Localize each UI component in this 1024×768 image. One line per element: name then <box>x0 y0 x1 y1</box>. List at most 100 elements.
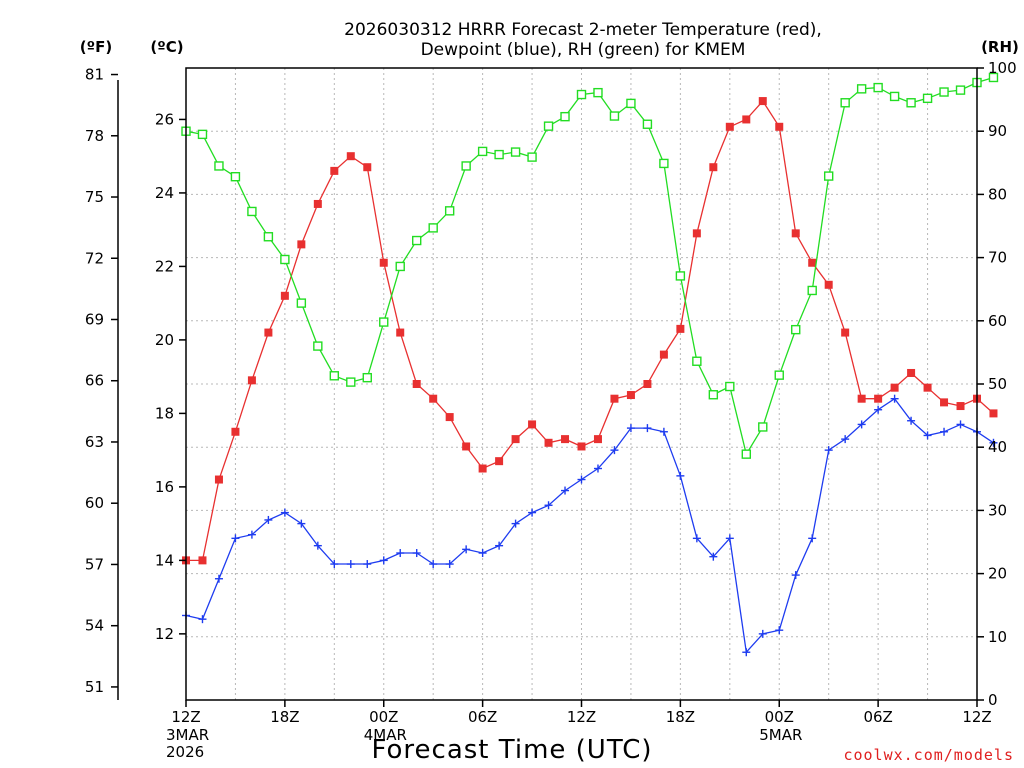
x-tick-label: 06Z <box>863 708 892 726</box>
dewpoint-point <box>907 416 916 425</box>
rh-point <box>197 129 208 140</box>
axes <box>111 67 984 707</box>
temperature-point <box>775 122 784 131</box>
temperature-point <box>676 324 685 333</box>
rh-line <box>185 76 994 456</box>
temperature-point <box>956 402 965 411</box>
dewpoint-point <box>791 571 800 580</box>
fahrenheit-tick-label: 51 <box>85 678 104 696</box>
rh-point <box>510 147 521 157</box>
rh-point <box>296 298 307 308</box>
temperature-line <box>186 100 994 562</box>
rh-point <box>395 261 405 272</box>
temperature-point <box>989 409 998 418</box>
dewpoint-point <box>956 420 965 429</box>
rh-point <box>906 98 916 108</box>
celsius-tick-label: 16 <box>155 478 174 496</box>
temperature-point <box>791 229 800 238</box>
rh-point <box>543 121 554 131</box>
temperature-point <box>412 380 421 388</box>
dewpoint-point <box>198 615 207 624</box>
fahrenheit-tick-label: 54 <box>85 617 104 635</box>
rh-tick-label: 20 <box>988 565 1007 583</box>
data-series <box>181 72 999 657</box>
rh-point <box>346 377 356 387</box>
temperature-point <box>330 166 339 175</box>
rh-tick-label: 80 <box>988 185 1007 203</box>
dewpoint-point <box>775 626 784 635</box>
rh-point <box>280 254 290 265</box>
rh-tick-label: 50 <box>988 375 1007 393</box>
rh-point <box>230 172 241 182</box>
dewpoint-point <box>940 427 949 436</box>
temperature-point <box>198 556 207 565</box>
dewpoint-point <box>445 560 454 569</box>
rh-tick-label: 70 <box>988 249 1007 267</box>
dewpoint-point <box>231 534 240 543</box>
rh-point <box>560 111 570 122</box>
tick-labels: 5154576063666972757881121416182022242601… <box>85 59 1017 761</box>
temperature-point <box>742 115 751 124</box>
rh-tick-label: 30 <box>988 501 1007 519</box>
temperature-point <box>890 383 899 392</box>
temperature-point <box>297 240 306 249</box>
temperature-point <box>445 413 454 422</box>
temperature-point <box>363 163 372 172</box>
dewpoint-point <box>626 424 635 433</box>
rh-point <box>626 98 636 109</box>
celsius-tick-label: 20 <box>155 331 174 349</box>
rh-tick-label: 10 <box>988 628 1007 646</box>
dewpoint-point <box>379 556 388 565</box>
dewpoint-point <box>659 427 668 436</box>
rh-point <box>856 84 867 94</box>
celsius-tick-label: 22 <box>155 257 174 275</box>
temperature-point <box>511 435 520 444</box>
dewpoint-point <box>396 549 405 558</box>
rh-point <box>477 146 488 157</box>
rh-tick-label: 40 <box>988 438 1007 456</box>
temperature-point <box>643 380 652 388</box>
celsius-tick-label: 14 <box>155 551 174 569</box>
rh-point <box>593 87 603 98</box>
rh-point <box>362 372 372 383</box>
dewpoint-point <box>874 405 883 414</box>
temperature-point <box>313 199 322 208</box>
rh-point <box>791 324 801 335</box>
rh-point <box>329 371 340 381</box>
rh-tick-label: 100 <box>988 59 1017 77</box>
temperature-point <box>561 435 570 444</box>
dewpoint-point <box>297 519 306 528</box>
dewpoint-point <box>247 530 256 539</box>
temperature-point <box>874 394 883 403</box>
rh-point <box>461 161 471 171</box>
x-tick-date-label: 4MAR <box>364 726 407 744</box>
temperature-point <box>346 152 355 161</box>
rh-point <box>708 390 719 400</box>
dewpoint-point <box>462 545 471 554</box>
rh-point <box>939 87 949 97</box>
rh-point <box>823 171 834 181</box>
temperature-point <box>231 427 240 436</box>
dewpoint-line <box>185 397 994 654</box>
rh-point <box>774 370 784 380</box>
celsius-tick-label: 12 <box>155 625 174 643</box>
dewpoint-point <box>725 534 734 543</box>
fahrenheit-unit-label: (ºF) <box>80 38 112 56</box>
dewpoint-point <box>593 464 602 473</box>
rh-point <box>659 158 669 169</box>
rh-point <box>412 235 422 246</box>
rh-point <box>840 98 850 108</box>
credit-link[interactable]: coolwx.com/models <box>843 746 1014 764</box>
x-tick-label: 06Z <box>468 708 497 726</box>
dewpoint-point <box>890 394 899 403</box>
dewpoint-point <box>280 508 289 517</box>
rh-point <box>214 161 224 171</box>
temperature-point <box>429 394 438 403</box>
dewpoint-point <box>363 560 372 569</box>
rh-point <box>576 89 587 100</box>
fahrenheit-tick-label: 81 <box>85 66 104 84</box>
temperature-point <box>824 280 833 289</box>
dewpoint-point <box>544 501 553 510</box>
x-tick-label: 18Z <box>666 708 695 726</box>
